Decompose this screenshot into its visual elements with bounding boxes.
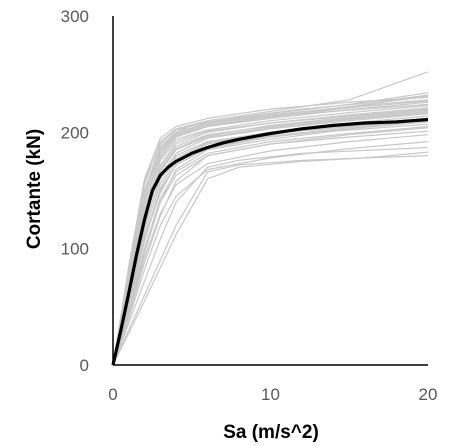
record-curve	[112, 127, 429, 366]
record-curve	[112, 95, 429, 366]
y-tick-label: 0	[80, 356, 89, 375]
record-curve	[112, 123, 429, 366]
record-curve	[112, 103, 429, 366]
y-axis-title: Cortante (kN)	[24, 129, 45, 249]
mean-curve-layer	[111, 117, 429, 366]
record-curve	[112, 100, 429, 366]
x-tick-labels: 0 10 20	[108, 385, 437, 404]
y-tick-labels: 0 100 200 300	[61, 7, 89, 375]
record-curve	[112, 92, 429, 366]
record-curve	[112, 155, 429, 366]
record-curve	[112, 146, 429, 366]
record-curve	[112, 151, 429, 366]
record-curve	[112, 134, 429, 366]
y-tick-label: 200	[61, 123, 89, 142]
x-tick-label: 20	[419, 385, 438, 404]
x-axis-title: Sa (m/s^2)	[223, 422, 319, 443]
record-curve	[112, 130, 429, 366]
x-tick-label: 10	[261, 385, 280, 404]
record-curve	[112, 120, 429, 366]
record-curves	[112, 71, 429, 366]
y-tick-label: 300	[61, 7, 89, 26]
x-tick-label: 0	[108, 385, 117, 404]
record-curve	[112, 125, 429, 366]
mean-curve	[111, 117, 429, 366]
record-curve	[112, 141, 429, 366]
y-tick-label: 100	[61, 240, 89, 259]
